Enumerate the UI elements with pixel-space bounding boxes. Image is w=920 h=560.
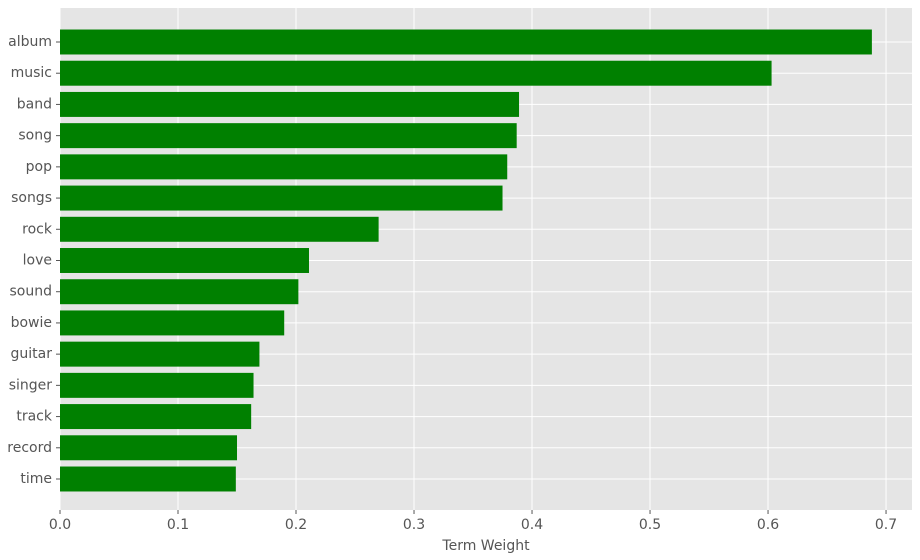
bar <box>60 185 503 211</box>
bar <box>60 60 772 86</box>
x-axis-label: Term Weight <box>441 538 530 554</box>
bar <box>60 310 285 336</box>
bar <box>60 29 872 55</box>
x-tick-label: 0.3 <box>403 517 425 533</box>
bar <box>60 435 238 461</box>
y-tick-label: songs <box>11 190 52 206</box>
y-tick-label: band <box>17 96 52 112</box>
bar <box>60 91 520 117</box>
x-tick-label: 0.7 <box>875 517 897 533</box>
y-tick-label: bowie <box>11 315 52 331</box>
y-tick-label: guitar <box>11 346 53 362</box>
x-tick-label: 0.2 <box>285 517 307 533</box>
y-tick-label: music <box>11 65 52 81</box>
bar <box>60 341 260 367</box>
x-tick-label: 0.6 <box>757 517 779 533</box>
y-tick-label: rock <box>22 221 53 237</box>
bar <box>60 466 236 492</box>
y-tick-label: singer <box>9 377 53 393</box>
bar <box>60 248 309 273</box>
bar <box>60 404 252 430</box>
x-tick-label: 0.0 <box>49 517 71 533</box>
bar <box>60 123 517 149</box>
y-tick-label: album <box>8 34 52 50</box>
y-tick-label: love <box>23 253 52 269</box>
y-tick-label: pop <box>26 159 52 175</box>
bar <box>60 216 379 242</box>
x-tick-label: 0.5 <box>639 517 661 533</box>
y-tick-label: time <box>20 471 52 487</box>
y-tick-label: record <box>7 440 52 456</box>
y-tick-label: track <box>16 409 53 425</box>
x-tick-label: 0.1 <box>167 517 189 533</box>
y-tick-label: sound <box>10 284 53 300</box>
y-tick-label: song <box>18 128 52 144</box>
x-tick-label: 0.4 <box>521 517 543 533</box>
bar <box>60 372 254 398</box>
bar <box>60 279 299 305</box>
bar <box>60 154 508 180</box>
